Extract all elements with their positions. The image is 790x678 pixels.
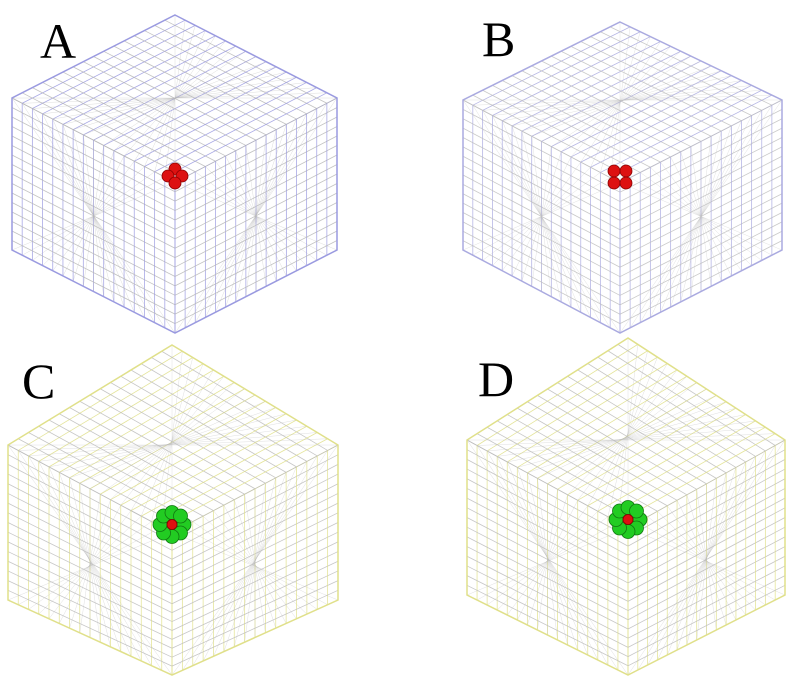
panel-label: C — [22, 353, 55, 409]
lattice-diagonal — [172, 445, 338, 675]
lattice-line — [59, 414, 224, 505]
panel-label: A — [40, 13, 76, 69]
lattice-diagonal — [507, 415, 746, 462]
cubes — [8, 15, 785, 675]
lattice-cube — [8, 345, 338, 675]
lattice-line — [578, 408, 736, 500]
lattice-line — [70, 408, 235, 500]
lattice-diagonal — [628, 440, 785, 675]
atom — [620, 165, 632, 177]
lattice-line — [502, 81, 660, 163]
lattice-diagonal — [497, 421, 755, 457]
figure: A B C D — [0, 0, 790, 678]
atom — [169, 177, 181, 189]
lattice-line — [568, 402, 727, 495]
lattice-diagonal — [59, 414, 286, 473]
atom — [608, 177, 620, 189]
lattice-line — [588, 415, 746, 506]
lattice-line — [517, 408, 677, 500]
panel-label: D — [478, 351, 514, 407]
atom-red — [623, 515, 633, 525]
lattice-diagonal — [620, 100, 782, 333]
lattice-line — [49, 420, 214, 511]
lattice-line — [598, 421, 756, 511]
lattice-line — [131, 420, 297, 511]
lattice-diagonal — [477, 434, 775, 446]
lattice-line — [527, 402, 687, 495]
panel-label: B — [482, 11, 515, 67]
lattice-diagonal — [121, 376, 224, 505]
lattice-cube — [467, 338, 785, 675]
lattice-cube — [463, 22, 782, 333]
lattice-line — [121, 414, 286, 505]
lattice-diagonal — [175, 98, 337, 333]
atom-red — [167, 520, 177, 530]
lattice-diagonal — [49, 420, 297, 467]
lattice-line — [507, 415, 667, 506]
cube-outline — [463, 22, 782, 333]
atom — [620, 177, 632, 189]
lattice-line — [512, 76, 671, 157]
atom — [608, 165, 620, 177]
